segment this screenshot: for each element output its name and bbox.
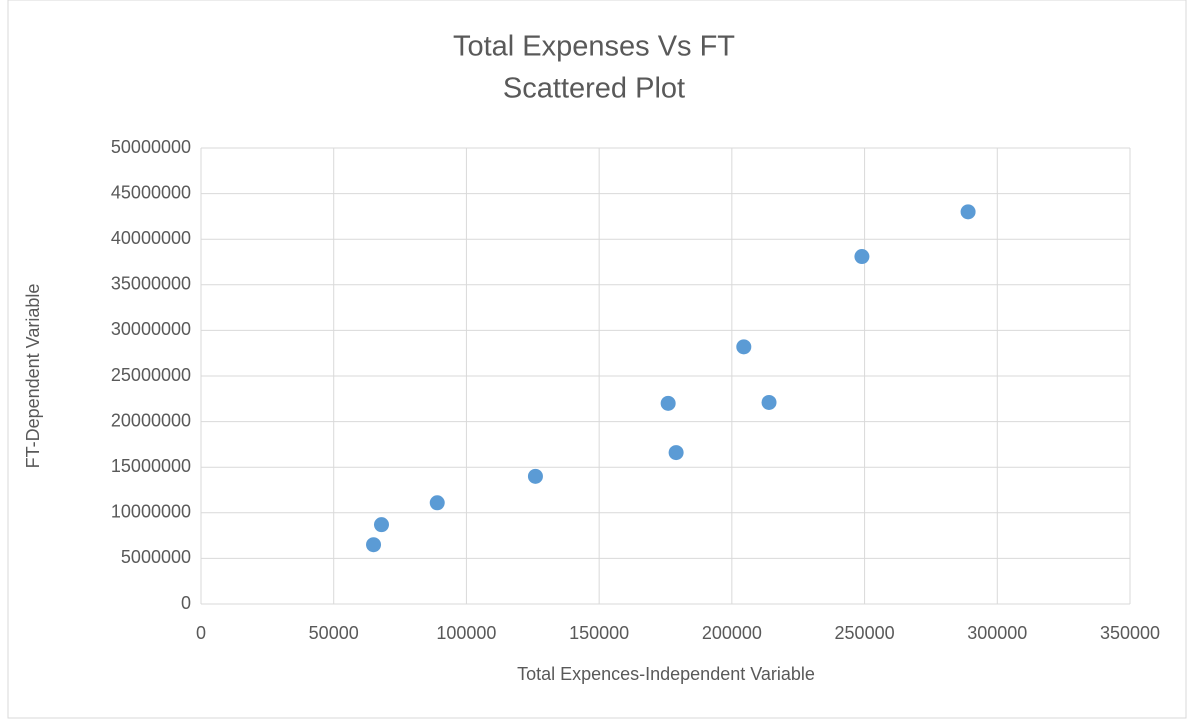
x-tick-label: 300000 [967,623,1027,643]
x-axis-label: Total Expences-Independent Variable [517,664,815,684]
y-tick-label: 5000000 [121,547,191,567]
x-tick-label: 0 [196,623,206,643]
point [761,394,777,410]
point [366,537,382,553]
y-tick-label: 25000000 [111,365,191,385]
chart-title: Scattered Plot [503,73,685,105]
chart-frame [7,0,1187,719]
y-tick-label: 45000000 [111,182,191,202]
x-tick-label: 350000 [1100,623,1160,643]
y-axis-label: FT-Dependent Variable [23,284,43,469]
point [373,517,389,533]
y-tick-label: 30000000 [111,319,191,339]
y-tick-label: 10000000 [111,502,191,522]
x-tick-label: 200000 [702,623,762,643]
point [429,495,445,511]
point [854,249,870,265]
y-tick-label: 15000000 [111,456,191,476]
x-tick-label: 50000 [309,623,359,643]
point [527,468,543,484]
y-tick-label: 0 [181,593,191,613]
y-tick-label: 40000000 [111,228,191,248]
y-tick-label: 50000000 [111,137,191,157]
y-tick-label: 20000000 [111,410,191,430]
point [736,339,752,355]
x-tick-label: 150000 [569,623,629,643]
y-tick-label: 35000000 [111,274,191,294]
point [668,445,684,461]
chart-title: Total Expenses Vs FT [453,31,735,63]
x-tick-label: 100000 [436,623,496,643]
point [660,395,676,411]
point [960,204,976,220]
x-tick-label: 250000 [835,623,895,643]
